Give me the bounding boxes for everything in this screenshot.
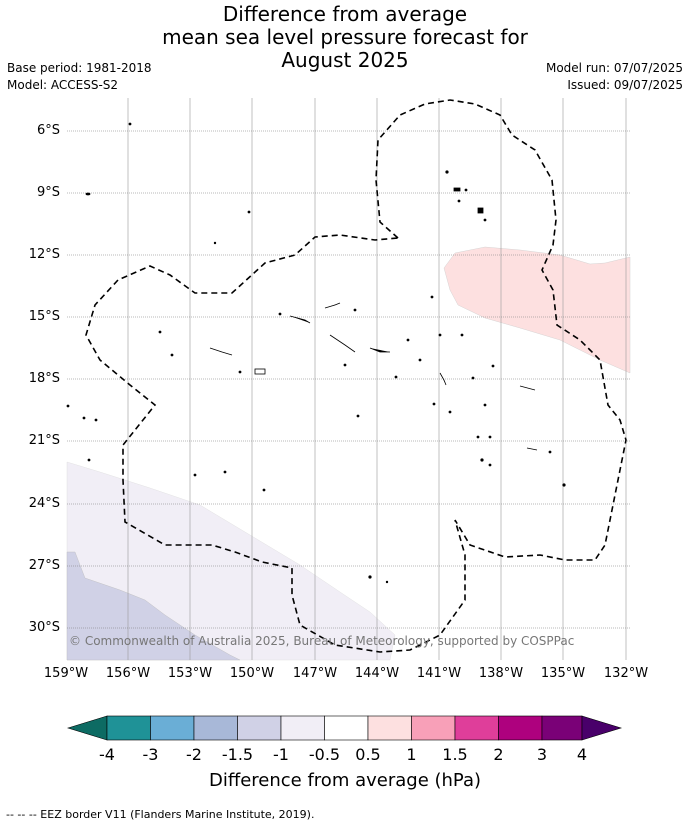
colorbar-title: Difference from average (hPa) xyxy=(208,770,482,791)
colorbar xyxy=(66,715,623,741)
lon-label-156w: 156°W xyxy=(105,666,151,681)
lon-label-150w: 150°W xyxy=(229,666,275,681)
colorbar-tick: 3 xyxy=(536,745,548,764)
lat-label-6s: 6°S xyxy=(36,123,60,138)
lat-label-9s: 9°S xyxy=(36,185,60,200)
lat-label-15s: 15°S xyxy=(28,309,60,324)
lon-label-138w: 138°W xyxy=(478,666,524,681)
negative-anomaly-medium xyxy=(66,551,241,661)
lon-label-144w: 144°W xyxy=(354,666,400,681)
lat-label-18s: 18°S xyxy=(28,371,60,386)
lat-label-30s: 30°S xyxy=(28,620,60,635)
issued-date: Issued: 09/07/2025 xyxy=(567,78,683,92)
islands xyxy=(66,122,566,584)
map-title-line3: August 2025 xyxy=(281,48,409,72)
lat-label-27s: 27°S xyxy=(28,558,60,573)
colorbar-tick: -0.5 xyxy=(308,745,341,764)
lon-label-141w: 141°W xyxy=(416,666,462,681)
colorbar-tick: 2 xyxy=(493,745,504,764)
colorbar-tick: 1.5 xyxy=(442,745,468,764)
lon-label-153w: 153°W xyxy=(167,666,213,681)
colorbar-tick: -1 xyxy=(273,745,289,764)
positive-anomaly xyxy=(443,246,631,374)
lat-label-12s: 12°S xyxy=(28,247,60,262)
map-title-line1: Difference from average xyxy=(222,2,468,26)
lon-label-147w: 147°W xyxy=(292,666,338,681)
colorbar-tick: 4 xyxy=(576,745,588,764)
colorbar-tick: -3 xyxy=(142,745,159,764)
base-period: Base period: 1981-2018 xyxy=(7,61,152,75)
colorbar-tick: -2 xyxy=(186,745,202,764)
colorbar-tick: -4 xyxy=(99,745,115,764)
colorbar-extend-low xyxy=(66,715,108,741)
lon-label-135w: 135°W xyxy=(540,666,586,681)
colorbar-extend-high xyxy=(581,715,623,741)
copyright-notice: © Commonwealth of Australia 2025, Bureau… xyxy=(69,634,575,648)
lon-label-159w: 159°W xyxy=(43,666,89,681)
lat-label-21s: 21°S xyxy=(28,433,60,448)
eez-border xyxy=(85,99,627,653)
colorbar-tick: 1 xyxy=(406,745,417,764)
map-title-line2: mean sea level pressure forecast for xyxy=(162,25,528,49)
lat-label-24s: 24°S xyxy=(28,496,60,511)
colorbar-tick: -1.5 xyxy=(221,745,254,764)
model-run: Model run: 07/07/2025 xyxy=(545,61,683,75)
eez-footnote: -- -- -- EEZ border V11 (Flanders Marine… xyxy=(6,808,315,821)
model-name: Model: ACCESS-S2 xyxy=(7,78,119,92)
colorbar-tick: 0.5 xyxy=(355,745,381,764)
lon-label-132w: 132°W xyxy=(603,666,649,681)
